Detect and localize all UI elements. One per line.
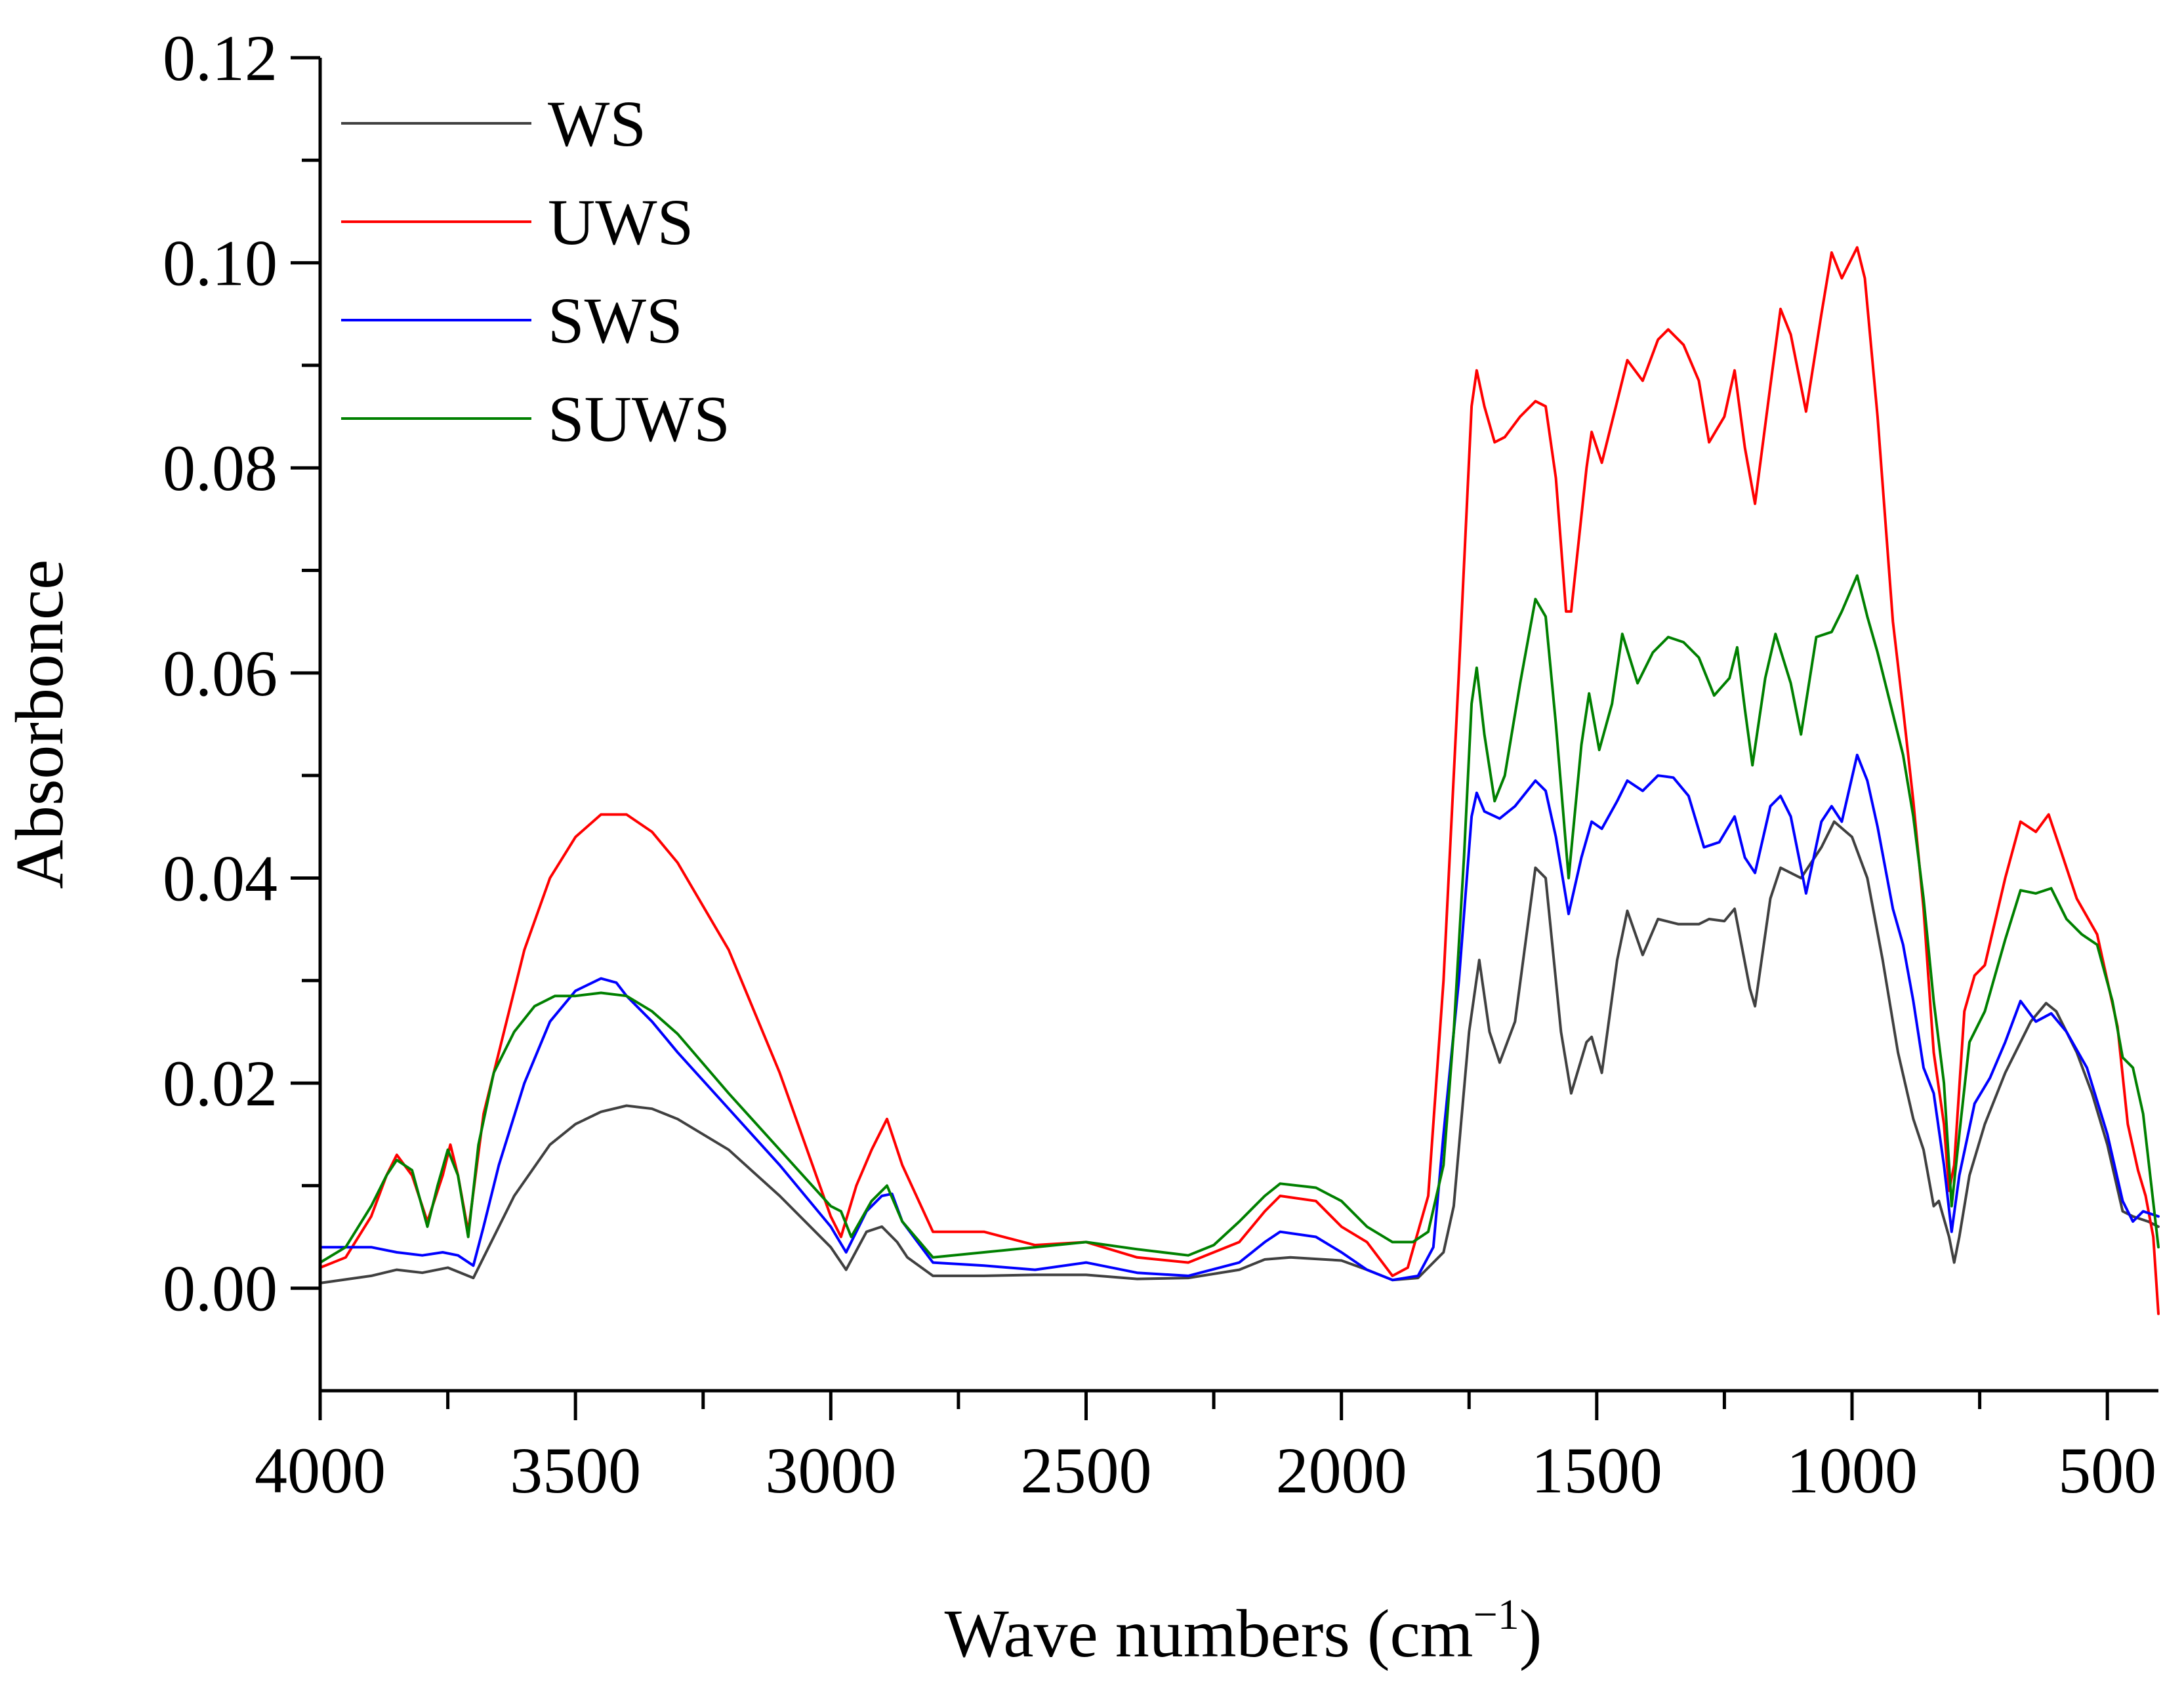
y-tick-label: 0.10 bbox=[163, 227, 278, 300]
y-tick-label: 0.06 bbox=[163, 637, 278, 710]
y-tick-label: 0.02 bbox=[163, 1047, 278, 1120]
x-tick-label: 2500 bbox=[1021, 1434, 1152, 1507]
y-tick-label: 0.12 bbox=[163, 22, 278, 94]
x-tick-label: 1500 bbox=[1531, 1434, 1662, 1507]
x-tick-label: 3500 bbox=[510, 1434, 641, 1507]
series-line-ws bbox=[319, 820, 2160, 1284]
x-axis-title-main: Wave numbers (cm bbox=[945, 1596, 1473, 1671]
legend: WS UWS SWS SUWS bbox=[341, 87, 730, 455]
legend-label-ws: WS bbox=[548, 87, 646, 160]
series-line-suws bbox=[319, 574, 2160, 1264]
x-axis-title-superscript: −1 bbox=[1473, 1591, 1519, 1639]
x-tick-label: 3000 bbox=[765, 1434, 896, 1507]
x-tick-label: 1000 bbox=[1786, 1434, 1918, 1507]
plot-series bbox=[319, 246, 2160, 1315]
y-tick-label: 0.08 bbox=[163, 432, 278, 504]
x-tick-label: 500 bbox=[2058, 1434, 2156, 1507]
y-tick-label: 0.04 bbox=[163, 842, 278, 914]
series-line-sws bbox=[319, 753, 2160, 1282]
y-axis-title: Absorbonce bbox=[2, 560, 77, 890]
x-axis-title: Wave numbers (cm−1) bbox=[945, 1591, 1542, 1671]
legend-label-sws: SWS bbox=[548, 284, 683, 357]
series-line-uws bbox=[319, 246, 2160, 1315]
x-axis-ticks: 4000 3500 3000 2500 2000 1500 1000 500 bbox=[255, 1391, 2156, 1507]
y-tick-label: 0.00 bbox=[163, 1252, 278, 1325]
x-tick-label: 2000 bbox=[1276, 1434, 1407, 1507]
y-axis-ticks: 0.00 0.02 0.04 0.06 0.08 0.10 0.12 bbox=[163, 22, 320, 1325]
x-axis-title-close: ) bbox=[1519, 1596, 1542, 1671]
x-tick-label: 4000 bbox=[255, 1434, 386, 1507]
legend-label-uws: UWS bbox=[548, 186, 693, 258]
legend-label-suws: SUWS bbox=[548, 382, 730, 455]
